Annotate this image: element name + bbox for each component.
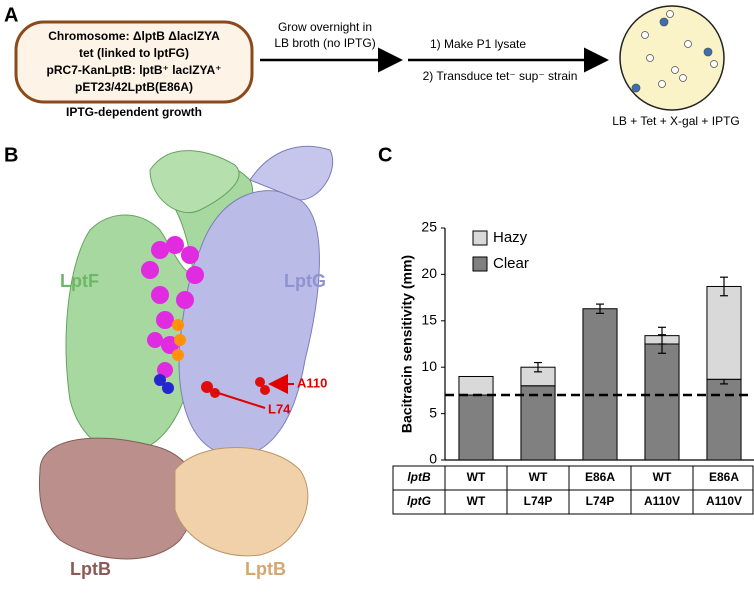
x-tick-label: A110V: [644, 494, 680, 508]
table-row-label: lptB: [407, 470, 431, 484]
panel-label: C: [378, 144, 392, 166]
colonies: [631, 10, 718, 93]
panel-label: A: [4, 4, 18, 26]
y-tick-label: 15: [421, 312, 437, 328]
y-tick-label: 25: [421, 219, 437, 235]
x-tick-label: WT: [467, 470, 486, 484]
y-axis-label: Bacitracin sensitivity (mm): [399, 255, 415, 433]
y-tick-label: 10: [421, 358, 437, 374]
legend-label: Clear: [493, 255, 529, 272]
error-bar: [596, 303, 604, 314]
legend-swatch: [472, 230, 488, 246]
x-tick-label: L74P: [586, 494, 615, 508]
x-tick-label: WT: [653, 470, 672, 484]
spheres: [141, 236, 204, 378]
protein-label: LptB: [70, 559, 111, 579]
y-tick-label: 20: [421, 265, 437, 281]
legend-label: Hazy: [493, 229, 528, 246]
x-tick-label: E86A: [585, 470, 615, 484]
error-bar: [534, 361, 542, 373]
protein-label: LptG: [284, 271, 326, 291]
x-tick-label: L74P: [524, 494, 553, 508]
error-bar: [720, 276, 728, 297]
bar-segment: [582, 308, 618, 461]
step-text: 2) Transduce tet⁻ sup⁻ strain: [423, 69, 578, 83]
bar-segment: [706, 378, 742, 461]
box-line: pET23/42LptB(E86A): [75, 80, 193, 94]
legend-swatch: [472, 256, 488, 272]
strain-box: [14, 20, 254, 104]
error-bar: [658, 326, 666, 345]
plate: [619, 5, 725, 111]
panel-label: B: [4, 144, 18, 166]
bar-segment: [644, 343, 680, 461]
x-tick-label: A110V: [706, 494, 742, 508]
bar-segment: [458, 394, 494, 461]
residue-label: L74: [268, 401, 291, 416]
protein-label: LptB: [245, 559, 286, 579]
lptb-right: [174, 447, 309, 557]
box-line: pRC7-KanLptB: lptB⁺ lacIZYA⁺: [47, 63, 222, 77]
bar-segment: [458, 375, 494, 396]
table-row-label: lptG: [407, 494, 431, 508]
bar-segment: [520, 385, 556, 461]
y-tick-label: 5: [429, 404, 437, 420]
protein-label: LptF: [60, 271, 99, 291]
y-tick-label: 0: [429, 451, 437, 467]
box-line: tet (linked to lptFG): [79, 46, 189, 60]
x-tick-label: E86A: [709, 470, 739, 484]
pointer: [214, 391, 266, 409]
bar-segment: [706, 285, 742, 380]
step-text: 1) Make P1 lysate: [430, 37, 526, 51]
step-text: LB broth (no IPTG): [274, 36, 375, 50]
lptb-left: [38, 437, 198, 560]
x-tick-label: WT: [529, 470, 548, 484]
plate-caption: LB + Tet + X-gal + IPTG: [612, 114, 740, 128]
step-text: Grow overnight in: [278, 20, 372, 34]
structure: [38, 145, 334, 560]
box-line: Chromosome: ΔlptB ΔlacIZYA: [48, 29, 220, 43]
residue-label: A110: [297, 375, 327, 390]
x-tick-label: WT: [467, 494, 486, 508]
box-caption: IPTG-dependent growth: [66, 105, 202, 119]
